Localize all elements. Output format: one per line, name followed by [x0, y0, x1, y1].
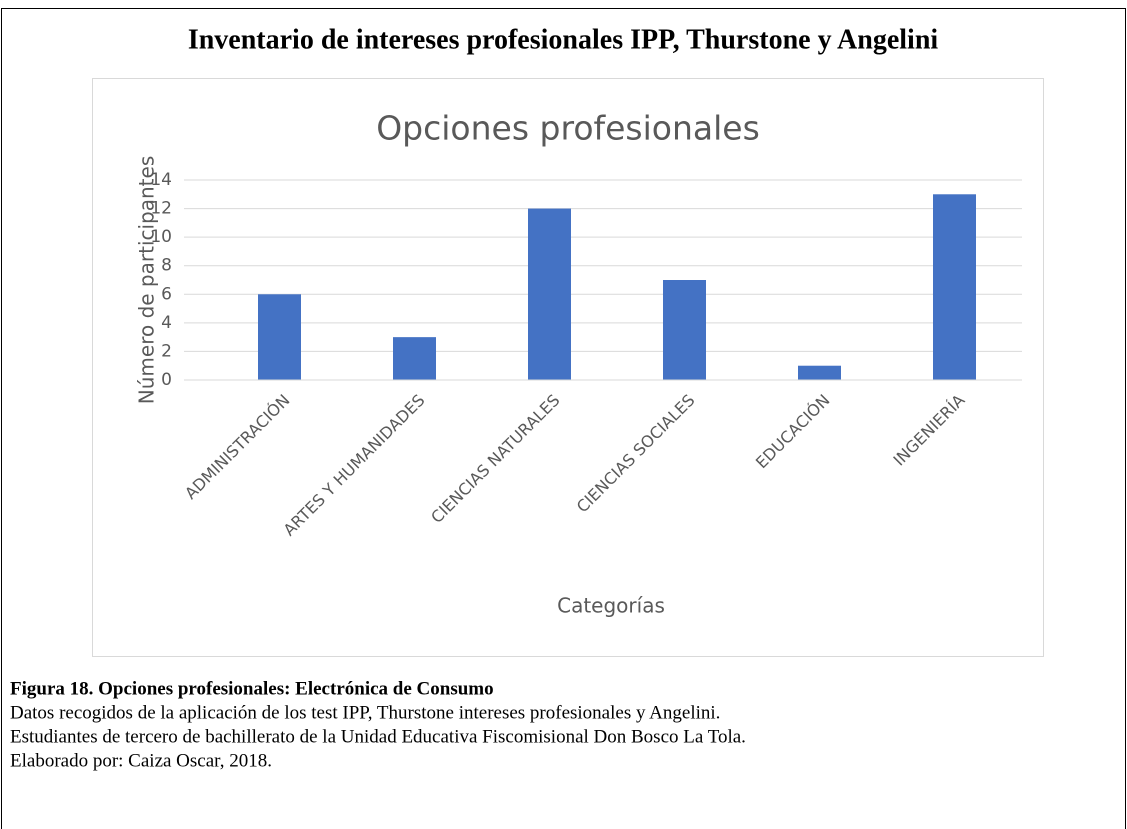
caption-title: Figura 18. Opciones profesionales: Elect…	[10, 678, 494, 699]
y-tick-label: 12	[150, 199, 172, 219]
caption-line: Elaborado por: Caiza Oscar, 2018.	[10, 750, 272, 771]
y-tick-label: 4	[161, 313, 172, 333]
y-axis-label: Número de participantes	[135, 156, 159, 404]
y-tick-label: 14	[150, 170, 172, 190]
y-tick-label: 6	[161, 284, 172, 304]
y-tick-label: 10	[150, 227, 172, 247]
y-tick-label: 8	[161, 256, 172, 276]
chart-title: Opciones profesionales	[376, 109, 760, 148]
bar	[528, 208, 571, 380]
y-tick-label: 0	[161, 370, 172, 390]
frame	[1, 8, 1126, 829]
bar	[798, 365, 841, 380]
bar	[393, 337, 436, 380]
y-tick-label: 2	[161, 341, 172, 361]
caption-line: Estudiantes de tercero de bachillerato d…	[10, 726, 746, 747]
bar	[663, 280, 706, 380]
header-title: Inventario de intereses profesionales IP…	[188, 24, 939, 55]
bar	[258, 294, 301, 380]
caption-line: Datos recogidos de la aplicación de los …	[10, 702, 720, 723]
bar	[933, 194, 976, 380]
x-axis-label: Categorías	[557, 594, 665, 618]
